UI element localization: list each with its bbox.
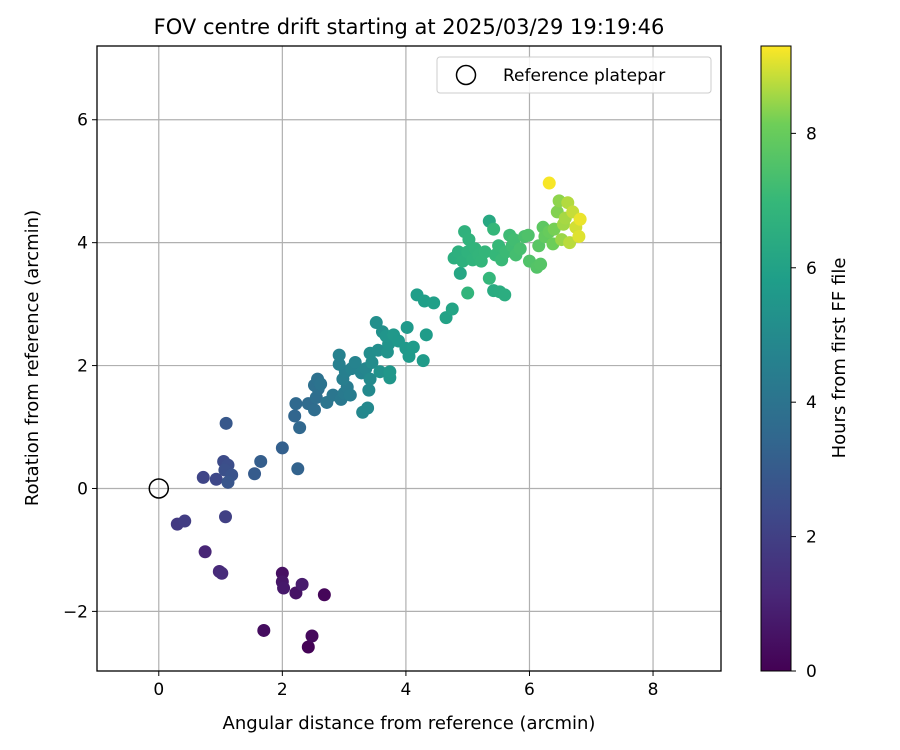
x-axis-label: Angular distance from reference (arcmin) (223, 713, 596, 734)
x-axis-ticks: 0 2 4 6 8 (153, 671, 658, 700)
data-point (288, 409, 302, 423)
scatter-points (170, 176, 587, 654)
data-point (275, 441, 289, 455)
data-point (563, 236, 577, 250)
data-point (291, 462, 305, 476)
data-point (362, 383, 376, 397)
x-tick-label: 6 (524, 680, 535, 700)
data-point (305, 629, 319, 643)
data-point (419, 328, 433, 342)
data-point (369, 316, 383, 330)
colorbar-ticks: 0 2 4 6 8 (791, 124, 817, 682)
data-point (542, 176, 556, 190)
data-point (445, 302, 459, 316)
data-point (293, 421, 307, 435)
data-point (178, 514, 192, 528)
data-point (478, 245, 492, 259)
data-point (507, 233, 521, 247)
colorbar-tick-label: 4 (806, 393, 817, 413)
data-point (534, 257, 548, 271)
y-tick-label: −2 (63, 602, 88, 622)
data-point (332, 348, 346, 362)
y-axis-ticks: −2 0 2 4 6 (63, 111, 97, 622)
data-point (406, 340, 420, 354)
data-point (532, 239, 546, 253)
y-tick-label: 4 (77, 234, 88, 254)
colorbar-tick-label: 0 (806, 662, 817, 682)
data-point (307, 403, 321, 417)
data-point (482, 271, 496, 285)
legend-entry-reference-platepar: Reference platepar (503, 66, 665, 86)
data-point (383, 365, 397, 379)
data-point (487, 222, 501, 236)
data-point (277, 581, 291, 595)
data-point (343, 388, 357, 402)
data-point (198, 545, 212, 559)
y-tick-label: 6 (77, 111, 88, 131)
x-tick-label: 2 (277, 680, 288, 700)
legend: Reference platepar (436, 56, 712, 94)
legend-marker-icon (455, 64, 477, 86)
data-point (373, 365, 387, 379)
data-point (400, 320, 414, 334)
data-point (348, 355, 362, 369)
data-point (295, 577, 309, 591)
data-point (521, 228, 535, 242)
data-point (209, 472, 223, 486)
data-point (572, 230, 586, 244)
legend-box (436, 56, 712, 94)
data-point (257, 623, 271, 637)
data-point (513, 242, 527, 256)
data-point (332, 357, 346, 371)
y-tick-label: 2 (77, 357, 88, 377)
reference-platepar-marker (148, 478, 170, 499)
chart-title: FOV centre drift starting at 2025/03/29 … (154, 15, 665, 39)
data-point (221, 475, 235, 489)
y-axis-label: Rotation from reference (arcmin) (22, 210, 43, 506)
data-point (219, 416, 233, 430)
x-tick-label: 0 (153, 680, 164, 700)
grid-lines (97, 46, 721, 671)
data-point (416, 354, 430, 368)
data-point (254, 454, 268, 468)
colorbar-tick-label: 6 (806, 259, 817, 279)
data-point (289, 397, 303, 411)
data-point (317, 588, 331, 602)
colorbar-label: Hours from first FF file (829, 258, 850, 459)
data-point (461, 286, 475, 300)
data-point (219, 510, 233, 524)
data-point (314, 377, 328, 391)
colorbar (760, 45, 792, 672)
data-point (363, 372, 377, 386)
data-point (462, 233, 476, 247)
y-tick-label: 0 (77, 479, 88, 499)
colorbar-tick-label: 2 (806, 528, 817, 548)
data-point (498, 288, 512, 302)
data-point (361, 401, 375, 415)
plot-frame (96, 45, 722, 672)
colorbar-tick-label: 8 (806, 124, 817, 144)
x-tick-label: 4 (400, 680, 411, 700)
data-point (301, 640, 315, 654)
data-point (215, 566, 229, 580)
x-tick-label: 8 (648, 680, 659, 700)
data-point (573, 212, 587, 226)
data-point (453, 266, 467, 280)
data-point (248, 467, 262, 481)
data-point (196, 470, 210, 484)
data-point (427, 296, 441, 310)
